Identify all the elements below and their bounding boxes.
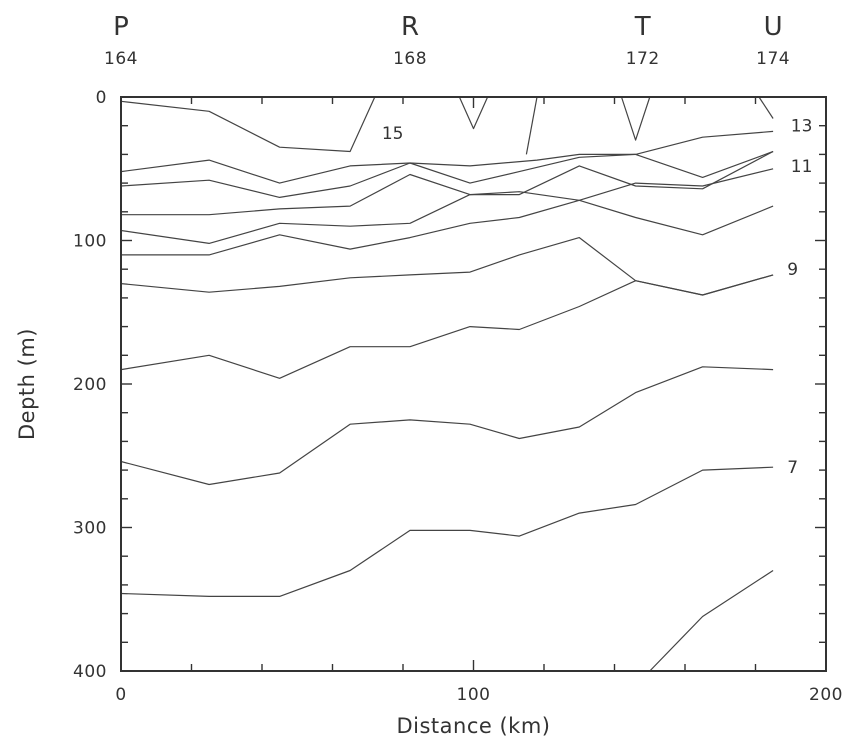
station-letter: T bbox=[634, 12, 651, 42]
contour-label: 15 bbox=[382, 124, 404, 144]
contour-line-13 bbox=[120, 366, 774, 486]
station-letter: R bbox=[401, 12, 419, 42]
contour-line-12 bbox=[120, 274, 774, 379]
x-tick-label: 0 bbox=[115, 685, 126, 705]
contour-line-4 bbox=[758, 96, 774, 119]
x-axis-label: Distance (km) bbox=[396, 714, 550, 738]
contour-line-14 bbox=[120, 466, 774, 598]
station-letter: P bbox=[113, 12, 129, 42]
contour-label: 13 bbox=[791, 117, 813, 137]
y-tick-label: 200 bbox=[73, 375, 107, 395]
contour-label: 11 bbox=[791, 157, 813, 177]
x-tick-label: 200 bbox=[809, 685, 843, 705]
station-labels: P 164 R 168 T 172 U 174 bbox=[104, 12, 790, 69]
station-number: 174 bbox=[756, 49, 790, 69]
contour-line-7 bbox=[120, 130, 774, 198]
contour-line-6 bbox=[525, 96, 538, 155]
contour-line-5 bbox=[120, 150, 774, 184]
contour-line-9 bbox=[120, 168, 774, 244]
station-letter: U bbox=[764, 12, 783, 42]
y-tick-label: 400 bbox=[73, 662, 107, 682]
contour-label: 7 bbox=[787, 458, 798, 478]
contour-lines bbox=[120, 96, 774, 672]
contour-line-3 bbox=[620, 96, 651, 141]
contour-label: 9 bbox=[787, 260, 798, 280]
x-tick-label: 100 bbox=[457, 685, 491, 705]
y-axis-label: Depth (m) bbox=[15, 328, 39, 440]
station-number: 168 bbox=[393, 49, 427, 69]
contour-line-1 bbox=[120, 96, 376, 153]
contour-line-11 bbox=[120, 237, 774, 296]
station-number: 172 bbox=[626, 49, 660, 69]
contour-line-15 bbox=[649, 569, 774, 672]
y-tick-label: 300 bbox=[73, 519, 107, 539]
contour-line-10 bbox=[121, 199, 774, 256]
station-number: 164 bbox=[104, 49, 138, 69]
plot-frame bbox=[120, 96, 827, 672]
contour-line-2 bbox=[458, 96, 489, 130]
axis-ticks: 0 100 200 0 100 200 300 400 bbox=[73, 88, 843, 705]
contour-labels: 15 13 11 9 7 bbox=[382, 117, 813, 479]
y-tick-label: 100 bbox=[73, 232, 107, 252]
y-tick-label: 0 bbox=[96, 88, 107, 108]
